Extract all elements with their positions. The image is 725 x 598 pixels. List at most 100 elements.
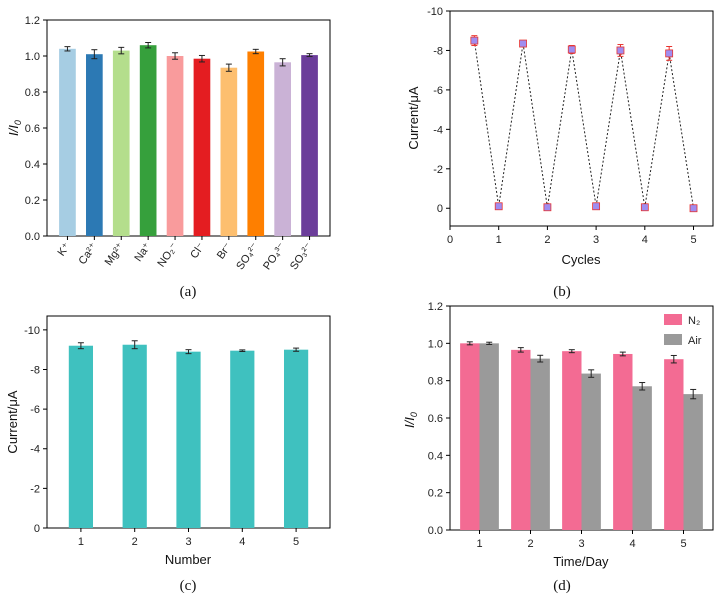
x-tick-label: Br⁻ (215, 241, 235, 262)
data-point-3 (519, 39, 527, 48)
y-axis-label: Current/μA (5, 390, 20, 453)
bar-4 (230, 350, 255, 528)
series-line (473, 40, 695, 209)
data-point-8 (640, 203, 649, 212)
panel-b: -10 -8 -6 -4 -2 0 0 1 2 3 4 5 Current/μA Cycles (b) (406, 6, 714, 300)
bar-8 (247, 51, 265, 236)
y-tick-label: 0.8 (428, 376, 443, 388)
bar-6 (193, 58, 211, 237)
x-tick-label: Na⁺ (132, 241, 153, 264)
legend-label: N₂ (688, 315, 700, 327)
x-tick-label: PO₄³⁻ (261, 241, 288, 272)
y-tick-label: -10 (24, 325, 40, 337)
y-tick-label: 0 (34, 523, 40, 535)
x-tick-label: 2 (132, 536, 138, 548)
y-tick-label: -2 (433, 164, 443, 176)
x-tick-label: 3 (593, 234, 599, 246)
bar-n2-3 (562, 351, 582, 530)
x-tick-label: 4 (239, 536, 245, 548)
bar-air-1 (479, 343, 499, 530)
x-tick-label: 2 (527, 538, 533, 550)
x-tick-label: K⁺ (56, 241, 73, 259)
x-tick-label: 1 (476, 538, 482, 550)
data-point-9 (665, 49, 674, 58)
y-tick-label: 0 (437, 203, 443, 215)
legend-swatch (664, 314, 682, 325)
panel-label: (b) (553, 284, 571, 300)
x-axis-label: Cycles (561, 252, 601, 267)
x-tick-label: 3 (185, 536, 191, 548)
y-tick-label: 0.4 (428, 450, 443, 462)
data-point-2 (494, 202, 503, 211)
data-point-6 (592, 202, 601, 211)
bar-air-5 (683, 394, 703, 530)
bar-4 (139, 45, 157, 237)
x-tick-label: 5 (680, 538, 686, 550)
bar-n2-5 (664, 359, 684, 530)
y-tick-label: -8 (30, 364, 40, 376)
x-tick-label: Ca²⁺ (76, 241, 99, 267)
bar-2 (86, 54, 103, 237)
bar-3 (112, 50, 130, 236)
bar-n2-1 (460, 343, 480, 530)
bar-air-2 (530, 358, 550, 530)
y-tick-label: 0.6 (25, 123, 40, 135)
x-tick-label: 3 (578, 538, 584, 550)
x-tick-label: 4 (642, 234, 648, 246)
data-point-5 (567, 45, 576, 54)
y-tick-label: 1.2 (428, 301, 443, 313)
bar-1 (59, 48, 76, 236)
bar-7 (220, 67, 238, 236)
bar-3 (176, 351, 201, 528)
data-point-1 (470, 36, 479, 45)
bar-1 (68, 345, 94, 528)
x-tick-label: 5 (690, 234, 696, 246)
y-tick-label: 0.4 (25, 159, 40, 171)
y-tick-label: 0.0 (25, 231, 40, 243)
legend-swatch (664, 334, 682, 345)
x-axis-label: Number (165, 552, 212, 567)
x-tick-label: 5 (293, 536, 299, 548)
x-tick-label: 1 (78, 536, 84, 548)
x-tick-label: 0 (447, 234, 453, 246)
panel-c: 0 -2 -4 -6 -8 -10 Current/μA Number 1 2 3 4 5 (c) (5, 315, 331, 594)
bar-2 (122, 344, 147, 528)
y-tick-label: -6 (433, 85, 443, 97)
x-tick-label: 2 (544, 234, 550, 246)
x-tick-label: SO₃²⁻ (288, 241, 315, 272)
x-tick-label: 4 (629, 538, 635, 550)
bar-5 (283, 349, 309, 528)
x-tick-label: Mg²⁺ (103, 241, 127, 268)
y-tick-label: -2 (30, 483, 40, 495)
y-tick-label: -6 (30, 404, 40, 416)
bar-air-3 (581, 373, 601, 530)
x-tick-label: SO₄²⁻ (234, 241, 261, 272)
y-tick-label: 0.8 (25, 87, 40, 99)
bar-n2-2 (511, 349, 531, 530)
plot-frame (449, 10, 714, 227)
y-tick-label: 1.0 (428, 338, 443, 350)
bar-5 (166, 56, 184, 236)
y-tick-label: 1.0 (25, 51, 40, 63)
y-tick-label: -8 (433, 45, 443, 57)
y-axis-label: I/I0 (402, 412, 419, 428)
panel-label: (d) (553, 578, 571, 594)
x-tick-label: 1 (496, 234, 502, 246)
y-tick-label: 0.0 (428, 525, 443, 537)
x-axis-label: Time/Day (553, 554, 609, 569)
panel-label: (a) (180, 284, 197, 300)
y-tick-label: -4 (30, 444, 40, 456)
y-axis-label: I/I0 (6, 120, 23, 136)
data-point-10 (689, 204, 698, 213)
x-tick-label: Cl⁻ (188, 241, 207, 261)
legend-label: Air (688, 335, 702, 347)
legend: N₂ Air (664, 314, 702, 347)
data-point-4 (543, 203, 552, 212)
bar-n2-4 (613, 353, 633, 530)
y-tick-label: 0.2 (428, 488, 443, 500)
bar-10 (301, 55, 318, 236)
y-tick-label: 0.2 (25, 195, 40, 207)
y-tick-label: -4 (433, 124, 443, 136)
y-tick-label: 1.2 (25, 15, 40, 27)
